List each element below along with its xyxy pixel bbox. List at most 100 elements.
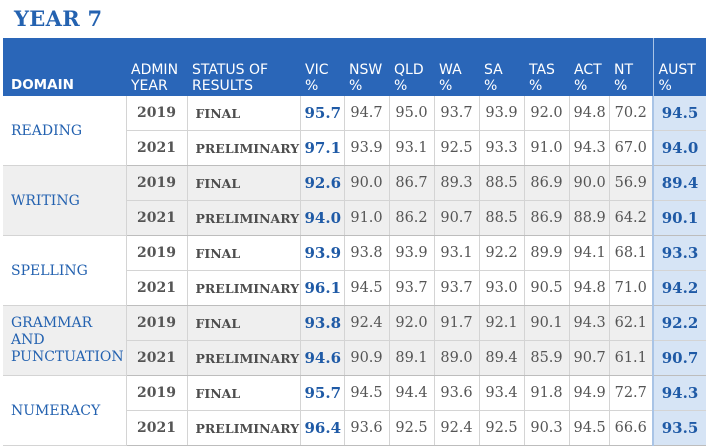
- header-domain: DOMAIN: [3, 38, 126, 96]
- act-value-cell: 94.9: [568, 375, 609, 411]
- nsw-value-cell: 93.8: [343, 235, 389, 271]
- domain-cell: READING: [3, 96, 127, 166]
- status-cell: PRELIMINARY: [187, 130, 301, 166]
- table-row: 2021 PRELIMINARY 94.6 90.9 89.1 89.0 89.4 85.9 9…: [3, 340, 706, 376]
- tas-value-cell: 90.1: [523, 305, 569, 341]
- tas-value-cell: 90.3: [523, 410, 569, 446]
- nsw-value-cell: 91.0: [343, 200, 389, 236]
- sa-value-cell: 93.0: [478, 270, 524, 306]
- status-cell: FINAL: [187, 305, 301, 341]
- vic-value-cell: 92.6: [300, 165, 344, 201]
- wa-value-cell: 90.7: [433, 200, 479, 236]
- nsw-value-cell: 93.6: [343, 410, 389, 446]
- nsw-value-cell: 93.9: [343, 130, 389, 166]
- results-table: DOMAIN ADMIN YEAR STATUS OF RESULTS VIC% N…: [3, 38, 706, 446]
- admin-year-cell: 2021: [126, 340, 188, 376]
- act-value-cell: 94.3: [568, 130, 609, 166]
- qld-value-cell: 86.7: [388, 165, 434, 201]
- sa-value-cell: 89.4: [478, 340, 524, 376]
- nsw-value-cell: 94.7: [343, 96, 389, 131]
- header-sa: SA%: [479, 38, 524, 96]
- vic-value-cell: 94.0: [300, 200, 344, 236]
- sa-value-cell: 88.5: [478, 165, 524, 201]
- admin-year-cell: 2019: [126, 375, 188, 411]
- status-cell: FINAL: [187, 375, 301, 411]
- nt-value-cell: 70.2: [608, 96, 653, 131]
- vic-value-cell: 96.1: [300, 270, 344, 306]
- nt-value-cell: 71.0: [608, 270, 653, 306]
- nt-value-cell: 72.7: [608, 375, 653, 411]
- header-row: DOMAIN ADMIN YEAR STATUS OF RESULTS VIC% N…: [3, 38, 706, 96]
- admin-year-cell: 2019: [126, 235, 188, 271]
- vic-value-cell: 95.7: [300, 96, 344, 131]
- domain-cell: NUMERACY: [3, 375, 127, 446]
- nsw-value-cell: 92.4: [343, 305, 389, 341]
- nt-value-cell: 67.0: [608, 130, 653, 166]
- page-title: YEAR 7: [14, 6, 103, 31]
- wa-value-cell: 92.5: [433, 130, 479, 166]
- act-value-cell: 90.7: [568, 340, 609, 376]
- table-row: 2021 PRELIMINARY 96.4 93.6 92.5 92.4 92.5 90.3 9…: [3, 410, 706, 446]
- tas-value-cell: 91.0: [523, 130, 569, 166]
- aust-value-cell: 90.7: [652, 340, 706, 376]
- tas-value-cell: 90.5: [523, 270, 569, 306]
- status-cell: FINAL: [187, 235, 301, 271]
- vic-value-cell: 93.8: [300, 305, 344, 341]
- act-value-cell: 94.5: [568, 410, 609, 446]
- aust-value-cell: 94.3: [652, 375, 706, 411]
- nsw-value-cell: 94.5: [343, 270, 389, 306]
- domain-cell: WRITING: [3, 165, 127, 236]
- vic-value-cell: 96.4: [300, 410, 344, 446]
- wa-value-cell: 93.7: [433, 270, 479, 306]
- wa-value-cell: 91.7: [433, 305, 479, 341]
- admin-year-cell: 2021: [126, 410, 188, 446]
- wa-value-cell: 93.6: [433, 375, 479, 411]
- nt-value-cell: 68.1: [608, 235, 653, 271]
- nt-value-cell: 66.6: [608, 410, 653, 446]
- nt-value-cell: 56.9: [608, 165, 653, 201]
- wa-value-cell: 89.3: [433, 165, 479, 201]
- admin-year-cell: 2019: [126, 165, 188, 201]
- table-row: 2021 PRELIMINARY 94.0 91.0 86.2 90.7 88.5 86.9 8…: [3, 200, 706, 236]
- qld-value-cell: 86.2: [388, 200, 434, 236]
- qld-value-cell: 94.4: [388, 375, 434, 411]
- wa-value-cell: 92.4: [433, 410, 479, 446]
- sa-value-cell: 92.2: [478, 235, 524, 271]
- nt-value-cell: 62.1: [608, 305, 653, 341]
- tas-value-cell: 89.9: [523, 235, 569, 271]
- header-nt: NT%: [609, 38, 653, 96]
- table-row: 2021 PRELIMINARY 96.1 94.5 93.7 93.7 93.0 90.5 9…: [3, 270, 706, 306]
- act-value-cell: 94.1: [568, 235, 609, 271]
- header-nsw: NSW%: [344, 38, 389, 96]
- tas-value-cell: 86.9: [523, 165, 569, 201]
- qld-value-cell: 89.1: [388, 340, 434, 376]
- table-row: SPELLING 2019 FINAL 93.9 93.8 93.9 93.1 92.2 89.…: [3, 235, 706, 306]
- domain-cell: GRAMMAR AND PUNCTUATION: [3, 305, 127, 376]
- aust-value-cell: 90.1: [652, 200, 706, 236]
- vic-value-cell: 95.7: [300, 375, 344, 411]
- header-status: STATUS OF RESULTS: [187, 38, 300, 96]
- wa-value-cell: 89.0: [433, 340, 479, 376]
- header-aust: AUST%: [652, 38, 706, 96]
- aust-value-cell: 89.4: [652, 165, 706, 201]
- table-row: READING 2019 FINAL 95.7 94.7 95.0 93.7 93.9 92.0…: [3, 96, 706, 166]
- wa-value-cell: 93.1: [433, 235, 479, 271]
- vic-value-cell: 93.9: [300, 235, 344, 271]
- qld-value-cell: 92.5: [388, 410, 434, 446]
- tas-value-cell: 86.9: [523, 200, 569, 236]
- admin-year-cell: 2021: [126, 130, 188, 166]
- vic-value-cell: 97.1: [300, 130, 344, 166]
- status-cell: FINAL: [187, 165, 301, 201]
- sa-value-cell: 93.4: [478, 375, 524, 411]
- aust-value-cell: 94.2: [652, 270, 706, 306]
- table-row: 2021 PRELIMINARY 97.1 93.9 93.1 92.5 93.3 91.0 9…: [3, 130, 706, 166]
- table-row: WRITING 2019 FINAL 92.6 90.0 86.7 89.3 88.5 86.9…: [3, 165, 706, 236]
- aust-value-cell: 94.0: [652, 130, 706, 166]
- qld-value-cell: 93.7: [388, 270, 434, 306]
- admin-year-cell: 2021: [126, 270, 188, 306]
- qld-value-cell: 93.9: [388, 235, 434, 271]
- header-admin-year: ADMIN YEAR: [126, 38, 187, 96]
- status-cell: PRELIMINARY: [187, 270, 301, 306]
- act-value-cell: 94.3: [568, 305, 609, 341]
- table-row: NUMERACY 2019 FINAL 95.7 94.5 94.4 93.6 93.4 91.…: [3, 375, 706, 446]
